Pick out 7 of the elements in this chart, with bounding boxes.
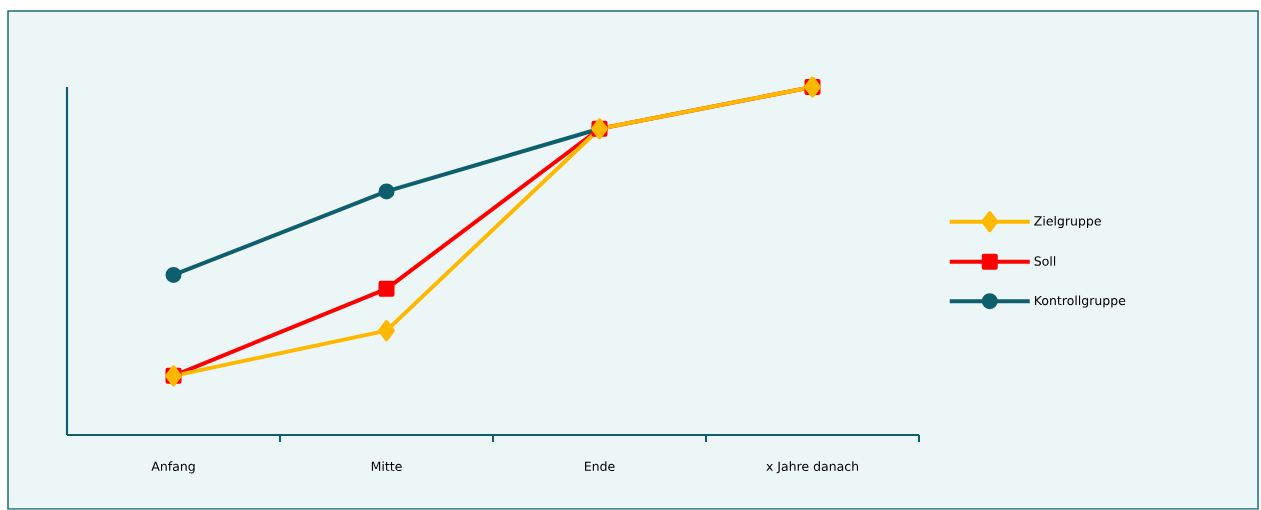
x-tick-label: Mitte xyxy=(371,461,402,472)
x-tick-label: Ende xyxy=(585,461,615,472)
x-tick-label: Anfang xyxy=(151,461,195,474)
text: Kontrollgruppe xyxy=(1034,295,1126,308)
text: Zielgruppe xyxy=(1034,216,1101,229)
x-tick-label: x Jahre danach xyxy=(766,461,859,474)
text: Soll xyxy=(1034,256,1056,266)
